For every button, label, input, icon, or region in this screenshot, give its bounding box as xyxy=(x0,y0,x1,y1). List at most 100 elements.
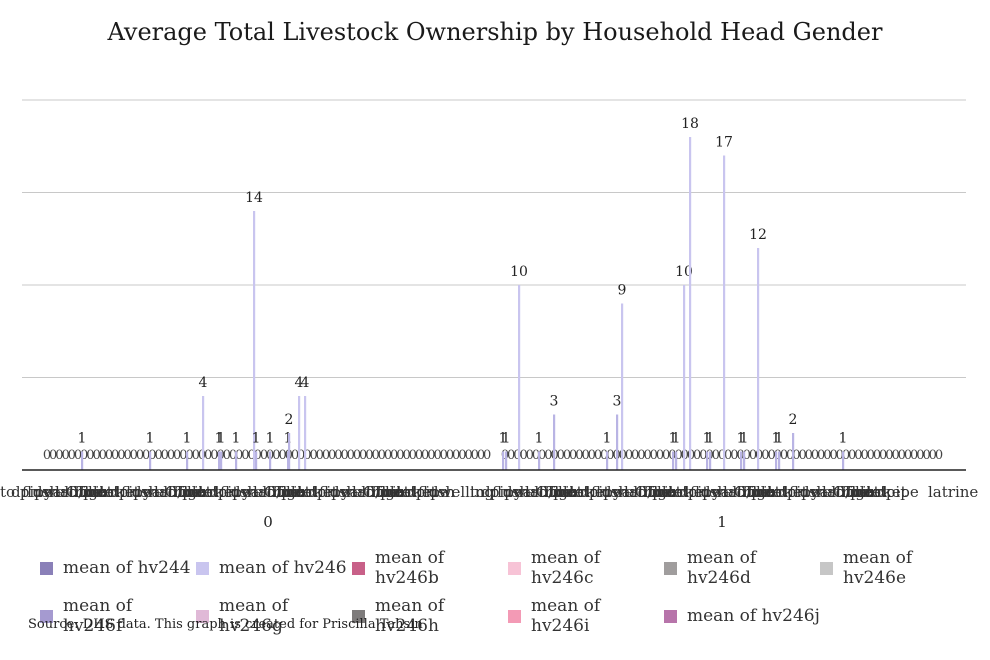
data-label: 0 xyxy=(910,448,918,463)
data-label: 0 xyxy=(829,448,837,463)
data-label: 0 xyxy=(471,448,479,463)
data-label: 0 xyxy=(86,448,94,463)
legend-label: mean of hv246i xyxy=(531,596,601,636)
data-label: 0 xyxy=(161,448,169,463)
tick-label: dwelling xyxy=(602,483,667,501)
data-label: 12 xyxy=(749,227,767,243)
data-label: 0 xyxy=(123,448,131,463)
data-label: 0 xyxy=(631,448,639,463)
data-label: 1 xyxy=(502,431,511,447)
bar xyxy=(672,451,675,470)
tick-label: bucket xyxy=(756,483,808,501)
data-label: 0 xyxy=(643,448,651,463)
tick-label: latrine xyxy=(723,483,773,501)
tick-label: Other xyxy=(734,483,779,501)
legend-row: mean of hv246f mean of hv246g mean of hv24… xyxy=(40,596,980,636)
tick-label: yard/plot xyxy=(142,483,212,501)
data-label: 0 xyxy=(538,448,546,463)
data-label: 0 xyxy=(185,448,193,463)
data-label: 1 xyxy=(232,431,241,447)
tick-label: bucket xyxy=(558,483,610,501)
bar xyxy=(792,433,795,470)
data-label: 1 xyxy=(839,431,848,447)
tick-label: dwelling xyxy=(132,483,197,501)
bar xyxy=(553,414,556,470)
tick-label: yard/plot xyxy=(43,483,113,501)
data-label: 0 xyxy=(396,448,404,463)
data-label: 0 xyxy=(316,448,324,463)
data-label: 0 xyxy=(241,448,249,463)
data-label: 0 xyxy=(724,448,732,463)
tick-label: d xyxy=(679,483,689,501)
tick-label: Other xyxy=(536,483,581,501)
data-label: 1 xyxy=(775,431,784,447)
data-label: 0 xyxy=(49,448,57,463)
tick-label: flush xyxy=(121,483,158,501)
data-label: 0 xyxy=(805,448,813,463)
bar xyxy=(709,451,712,470)
data-label: 0 xyxy=(594,448,602,463)
legend-label: mean of hv246f xyxy=(63,596,133,636)
data-label: 0 xyxy=(390,448,398,463)
data-label: 0 xyxy=(662,448,670,463)
data-label: 0 xyxy=(278,448,286,463)
data-label: 0 xyxy=(260,448,268,463)
tick-label: bucket xyxy=(187,483,239,501)
data-label: 0 xyxy=(507,448,515,463)
data-label: 0 xyxy=(303,448,311,463)
data-label: 0 xyxy=(328,448,336,463)
data-label: 0 xyxy=(92,448,100,463)
data-label: 0 xyxy=(848,448,856,463)
legend-label: mean of hv246e xyxy=(843,548,913,588)
legend-swatch xyxy=(352,561,365,575)
legend-swatch xyxy=(664,609,677,623)
data-label: 0 xyxy=(693,448,701,463)
tick-label: yard/plot xyxy=(513,483,583,501)
bar xyxy=(706,451,709,470)
data-label: 1 xyxy=(669,431,678,447)
bar xyxy=(304,396,307,470)
data-label: 0 xyxy=(767,448,775,463)
bar xyxy=(775,451,778,470)
bar xyxy=(743,451,746,470)
data-label: 1 xyxy=(146,431,155,447)
data-label: 0 xyxy=(68,448,76,463)
tick-label: flush xyxy=(22,483,59,501)
tick-label: to pipe xyxy=(569,483,622,501)
data-label: 1 xyxy=(706,431,715,447)
data-label: 0 xyxy=(749,448,757,463)
chart-title: Average Total Livestock Ownership by Hou… xyxy=(107,18,883,46)
data-label: 0 xyxy=(80,448,88,463)
legend-item: mean of hv246i xyxy=(508,596,664,636)
data-label: 0 xyxy=(402,448,410,463)
data-label: 2 xyxy=(285,412,294,428)
tick-label: d xyxy=(481,483,491,501)
data-label: 0 xyxy=(117,448,125,463)
data-label: 4 xyxy=(199,375,208,391)
tick-label: Toilet xyxy=(547,483,589,501)
source-note: Source: DHS data. This graph is created … xyxy=(28,617,423,632)
legend-label: mean of hv244 xyxy=(63,558,191,578)
data-label: 0 xyxy=(378,448,386,463)
data-label: 0 xyxy=(322,448,330,463)
legend-item: mean of hv246e xyxy=(820,548,976,588)
data-label: 0 xyxy=(297,448,305,463)
data-label: 1 xyxy=(217,431,226,447)
tick-label: to pipe xyxy=(198,483,251,501)
bar xyxy=(606,451,609,470)
data-label: 0 xyxy=(811,448,819,463)
data-label: 0 xyxy=(575,448,583,463)
data-label: 0 xyxy=(74,448,82,463)
data-label: 0 xyxy=(353,448,361,463)
legend-label: mean of hv246h xyxy=(375,596,445,636)
tick-label: flush xyxy=(591,483,628,501)
data-label: 4 xyxy=(301,375,310,391)
legend-item: mean of hv246c xyxy=(508,548,664,588)
data-label: 0 xyxy=(421,448,429,463)
data-label: 14 xyxy=(245,190,263,206)
tick-label: d xyxy=(407,483,417,501)
data-label: 0 xyxy=(569,448,577,463)
tick-label: to pipe xyxy=(99,483,152,501)
tick-label: d xyxy=(11,483,21,501)
bar xyxy=(505,451,508,470)
